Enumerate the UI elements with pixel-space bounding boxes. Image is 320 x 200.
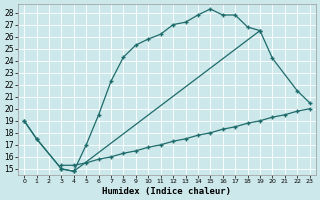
X-axis label: Humidex (Indice chaleur): Humidex (Indice chaleur) <box>102 187 231 196</box>
